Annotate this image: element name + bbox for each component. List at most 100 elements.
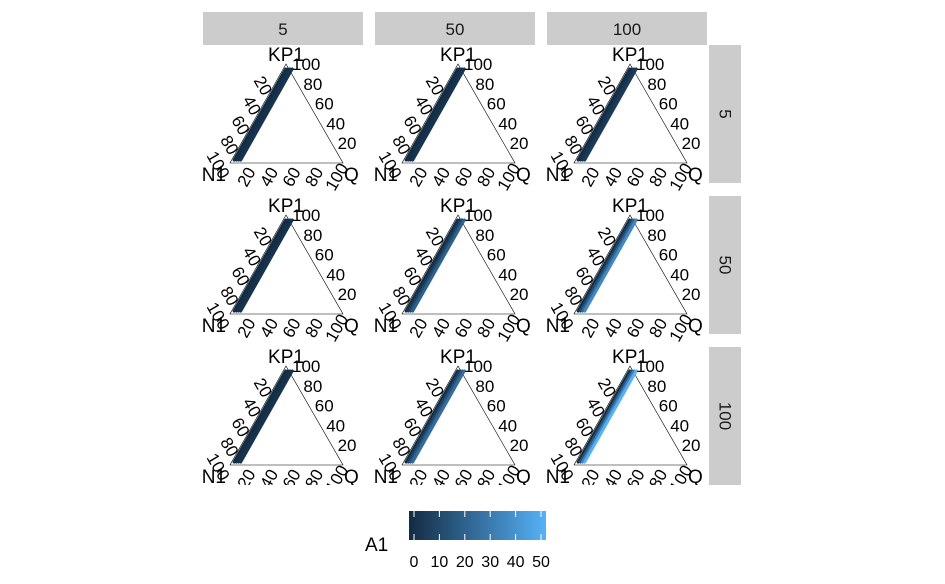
data-line	[404, 218, 460, 313]
axis-title-right: Q	[688, 316, 703, 337]
tick-label-right: 40	[326, 416, 345, 435]
axis-title-left: N1	[374, 467, 398, 488]
tick-label-right: 80	[647, 226, 666, 245]
ternary-triangle	[573, 63, 688, 164]
legend-title: A1	[365, 535, 388, 556]
axis-title-top: KP1	[268, 347, 304, 368]
tick-label-right: 100	[636, 206, 664, 225]
tick-label-right: 60	[315, 95, 334, 114]
row-strip-100	[709, 347, 741, 485]
row-strip-5	[709, 45, 741, 183]
ternary-triangle	[401, 365, 516, 466]
tick-label-right: 40	[498, 416, 517, 435]
ternary-triangle	[401, 214, 516, 315]
tick-label-right: 100	[636, 357, 664, 376]
tick-label-right: 40	[670, 416, 689, 435]
data-line	[237, 67, 292, 162]
tick-label-right: 40	[498, 114, 517, 133]
tick-label-right: 60	[659, 246, 678, 265]
tick-label-right: 100	[464, 55, 492, 74]
data-line	[411, 67, 466, 162]
axis-title-top: KP1	[268, 196, 304, 217]
tick-label-right: 80	[303, 75, 322, 94]
tick-label-right: 80	[475, 377, 494, 396]
column-strip-label: 50	[446, 20, 465, 39]
tick-label-right: 60	[315, 246, 334, 265]
data-line	[239, 369, 294, 464]
tick-label-right: 20	[338, 285, 357, 304]
axis-title-right: Q	[516, 467, 531, 488]
axis-title-top: KP1	[440, 347, 476, 368]
tick-label-right: 40	[326, 265, 345, 284]
axis-title-left: N1	[546, 467, 570, 488]
row-strip-label: 50	[716, 256, 735, 275]
axis-title-top: KP1	[440, 196, 476, 217]
axis-title-left: N1	[374, 165, 398, 186]
data-line	[581, 218, 636, 313]
data-line	[583, 67, 638, 162]
tick-label-right: 40	[670, 114, 689, 133]
data-line	[404, 369, 460, 464]
axis-title-top: KP1	[612, 45, 648, 66]
ternary-triangle	[229, 365, 344, 466]
column-strip-5	[203, 12, 363, 45]
tick-label-right: 20	[510, 134, 529, 153]
data-line	[583, 218, 638, 313]
tick-label-right: 80	[647, 75, 666, 94]
data-line	[578, 369, 634, 464]
row-strip-50	[709, 196, 741, 334]
axis-title-left: N1	[546, 165, 570, 186]
tick-label-right: 100	[464, 206, 492, 225]
tick-label-right: 100	[636, 55, 664, 74]
data-line	[411, 369, 466, 464]
tick-label-right: 60	[659, 95, 678, 114]
axis-title-right: Q	[344, 165, 359, 186]
data-line	[409, 369, 464, 464]
tick-label-right: 20	[510, 285, 529, 304]
axis-title-right: Q	[516, 165, 531, 186]
data-line	[237, 218, 292, 313]
tick-label-right: 20	[338, 436, 357, 455]
data-line	[578, 218, 634, 313]
axis-title-left: N1	[202, 467, 226, 488]
column-strip-50	[375, 12, 535, 45]
data-line	[583, 369, 638, 464]
data-line	[232, 369, 288, 464]
tick-label-right: 80	[303, 377, 322, 396]
ternary-triangle	[401, 63, 516, 164]
axis-title-top: KP1	[268, 45, 304, 66]
tick-label-right: 40	[498, 265, 517, 284]
data-line	[581, 67, 636, 162]
tick-label-right: 60	[487, 246, 506, 265]
axis-title-left: N1	[202, 316, 226, 337]
tick-label-right: 80	[303, 226, 322, 245]
ternary-triangle	[573, 214, 688, 315]
data-line	[239, 218, 294, 313]
data-line	[234, 369, 290, 464]
data-line	[581, 369, 636, 464]
tick-label-right: 20	[338, 134, 357, 153]
tick-label-right: 60	[315, 397, 334, 416]
axis-title-top: KP1	[612, 196, 648, 217]
data-line	[406, 67, 462, 162]
axis-title-left: N1	[374, 316, 398, 337]
tick-label-right: 40	[670, 265, 689, 284]
tick-label-right: 80	[475, 75, 494, 94]
tick-label-right: 20	[682, 134, 701, 153]
axis-title-right: Q	[344, 467, 359, 488]
ternary-triangle	[573, 365, 688, 466]
ternary-triangle	[229, 214, 344, 315]
colorbar-legend: A1 0 10 20 30 40 50	[365, 511, 550, 571]
legend-label: 40	[507, 554, 525, 571]
legend-label: 50	[532, 554, 550, 571]
axis-title-right: Q	[516, 316, 531, 337]
data-line	[234, 67, 290, 162]
